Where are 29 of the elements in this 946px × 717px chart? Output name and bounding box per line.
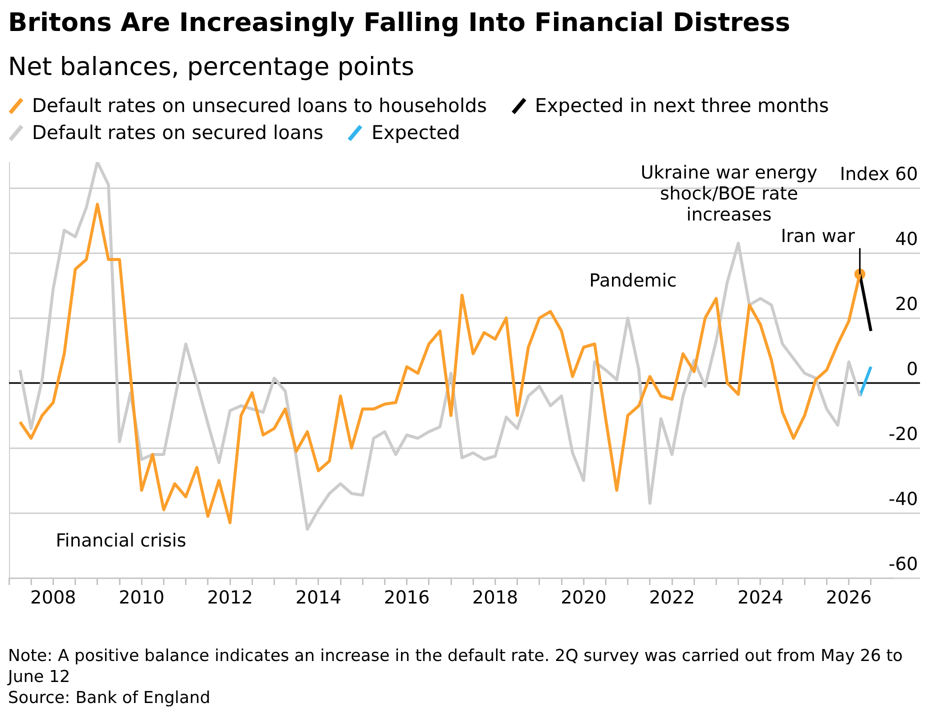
annotation: Pandemic [589,270,677,292]
x-tick-label: 2014 [295,587,342,608]
x-tick-label: 2010 [118,587,165,608]
annotation: Iran war [780,226,856,248]
x-tick-label: 2016 [384,587,430,608]
x-tick-label: 2026 [826,587,872,608]
y-tick-label: 40 [895,229,918,250]
y-tick-label: 20 [895,294,918,315]
y-tick-label: -20 [888,424,918,445]
text: Note: A positive balance indicates an increase in the default rate. 2Q survey was carried out from May 26 to June 12 [8,645,904,687]
y-tick-label: -40 [888,489,918,510]
legend-label: Expected in next three months [534,95,829,117]
x-tick-label: 2020 [560,587,607,608]
x-tick-label: 2008 [30,587,76,608]
source-note: Source: Bank of England [8,687,212,708]
legend-label: Expected [371,122,460,144]
legend-label: Default rates on secured loans [32,122,324,144]
chart-title: Britons Are Increasingly Falling Into Financial Distress [8,7,790,40]
y-tick-label: Index 60 [840,164,918,185]
x-tick-label: 2022 [649,587,695,608]
legend-label: Default rates on unsecured loans to households [32,95,487,117]
y-tick-label: -60 [888,554,918,575]
chart-subtitle: Net balances, percentage points [8,52,414,82]
x-tick-label: 2024 [737,587,784,608]
annotation: Ukraine war energy shock/BOE rate increases [640,162,818,226]
y-tick-label: 0 [906,359,918,380]
x-tick-label: 2012 [207,587,253,608]
annotation: Financial crisis [56,530,186,552]
x-tick-label: 2018 [472,587,518,608]
